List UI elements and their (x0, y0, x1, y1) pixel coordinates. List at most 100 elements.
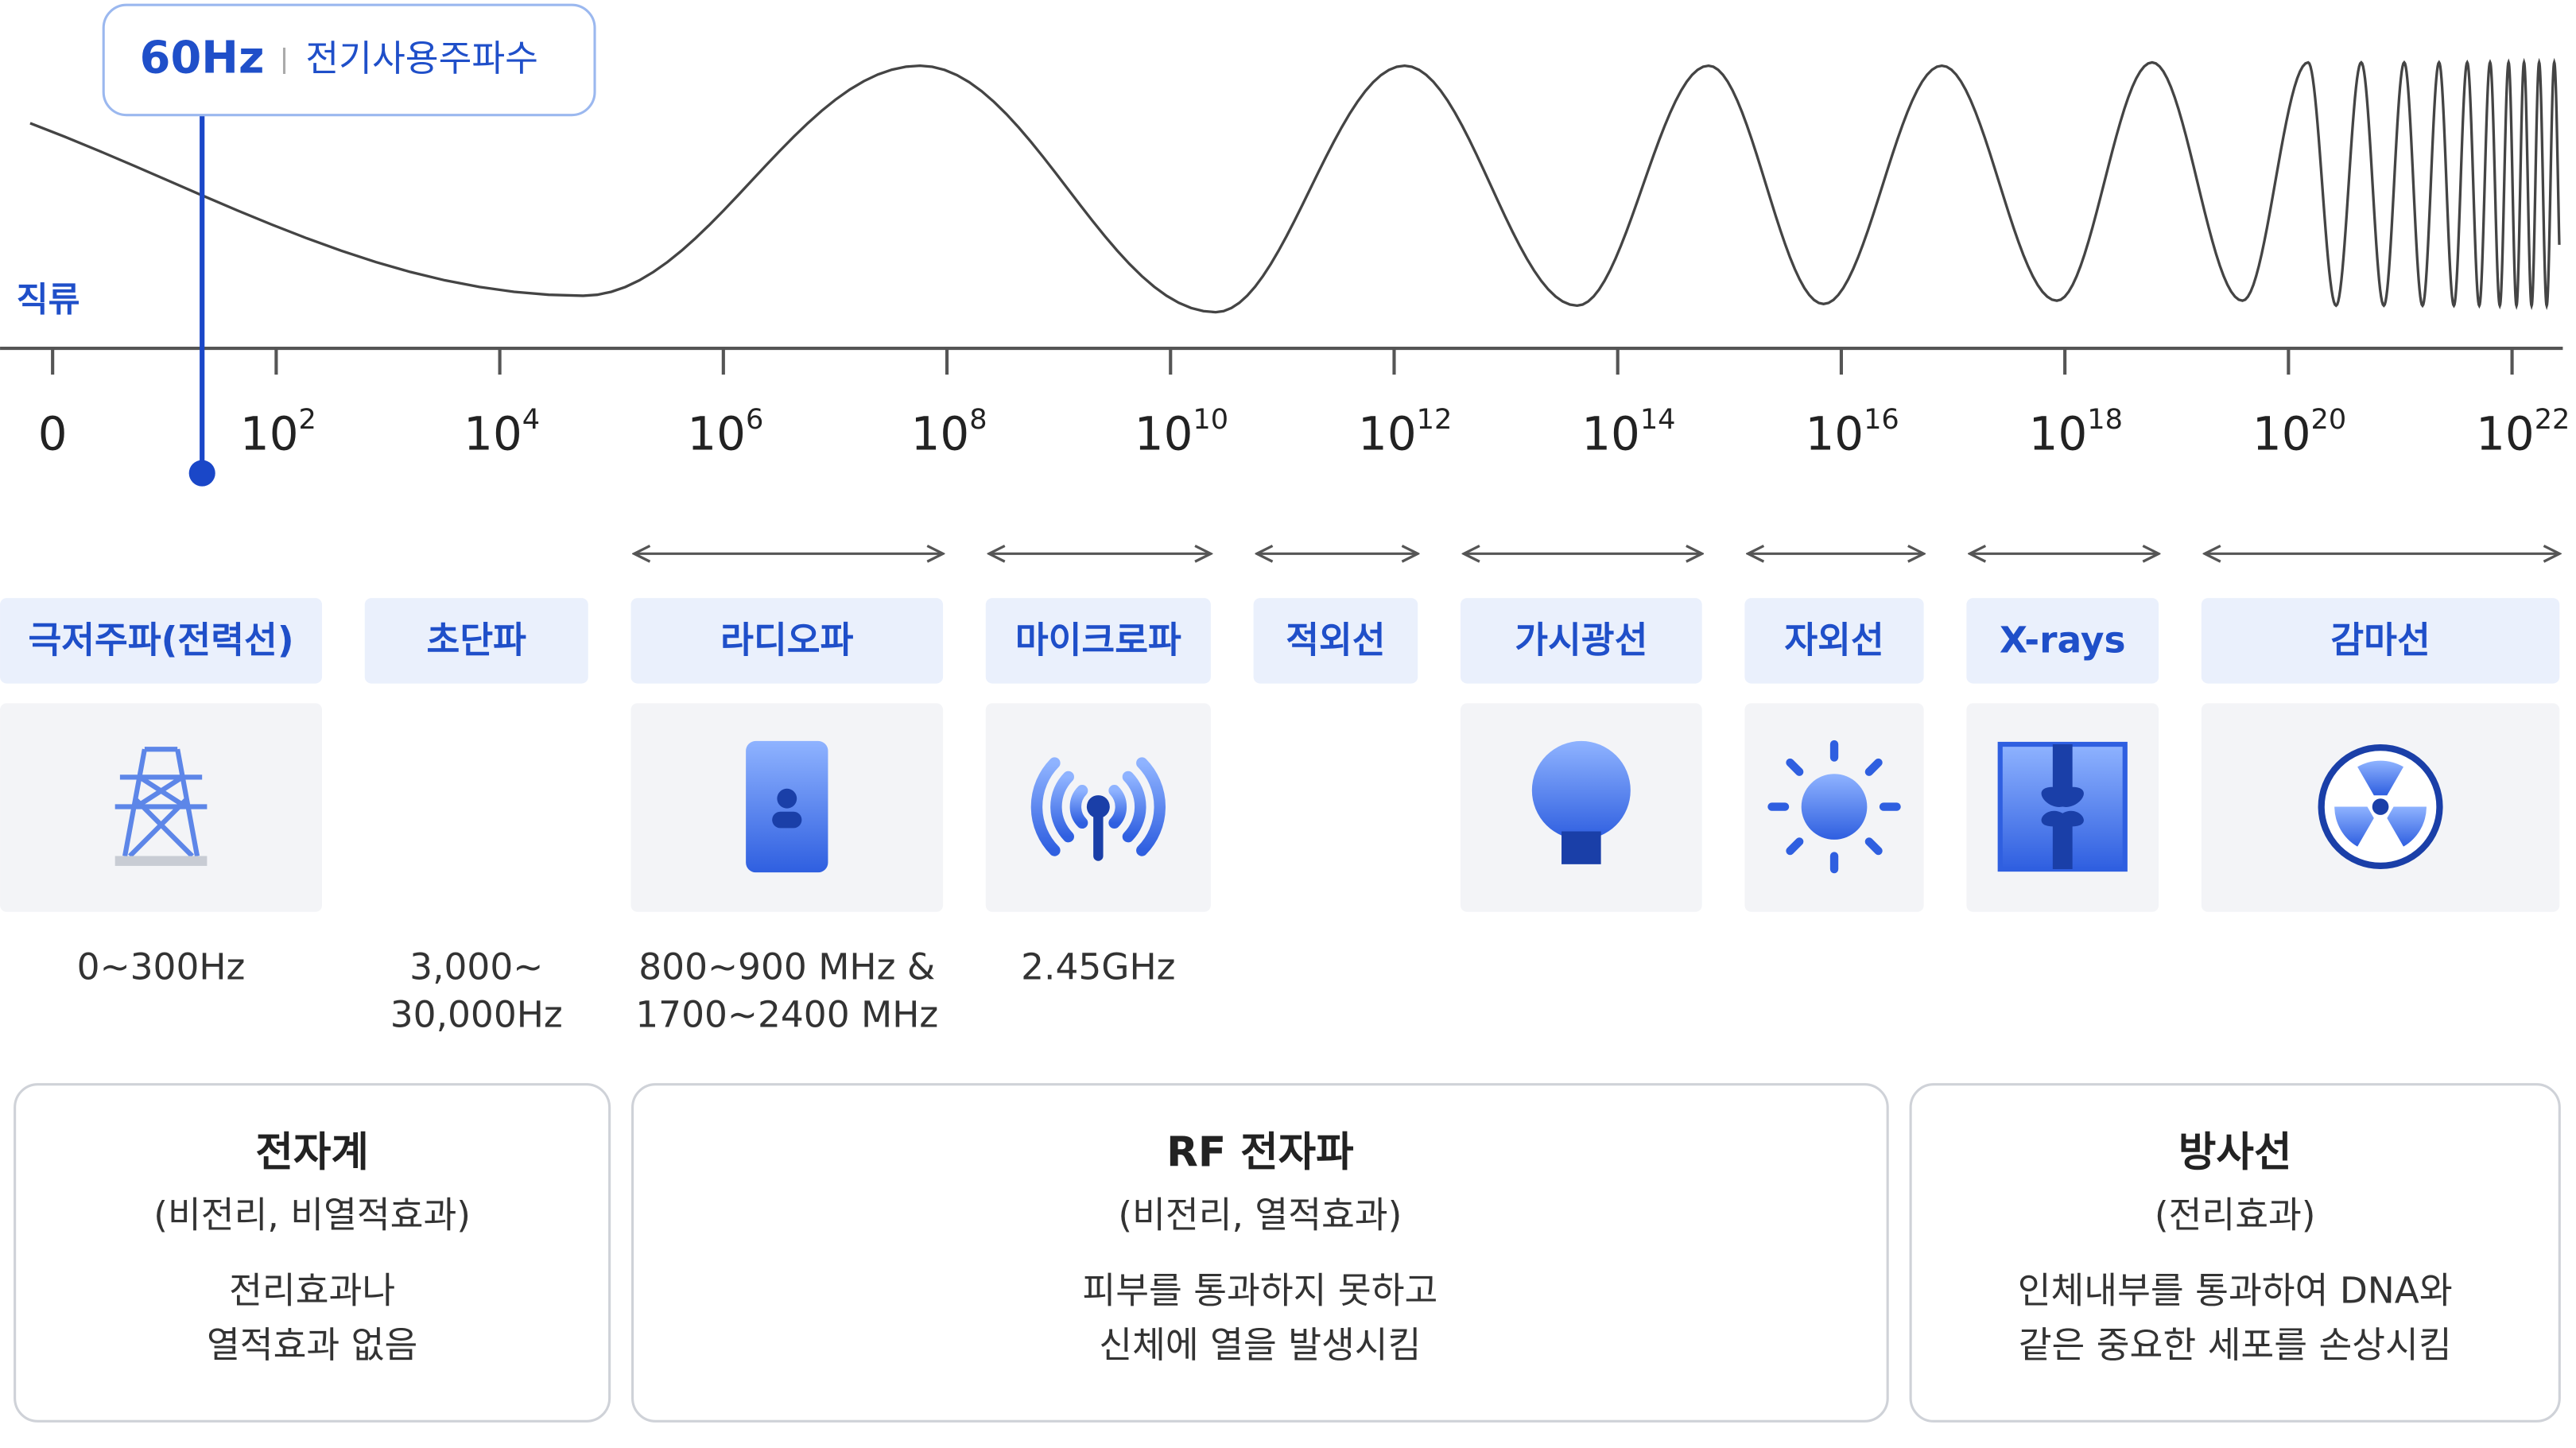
group-title: 전자계 (255, 1129, 369, 1177)
tick-label: 1018 (2029, 403, 2123, 461)
tick-exponent: 12 (1417, 403, 1453, 436)
group-subtitle: (비전리, 비열적효과) (153, 1194, 471, 1236)
band: 감마선 (2201, 553, 2560, 912)
band-name: 극저주파(전력선) (28, 619, 293, 661)
tick-base: 10 (911, 407, 970, 461)
band-range: 2.45GHz (1021, 946, 1175, 988)
band-name: 감마선 (2330, 619, 2430, 661)
icon-radiation-blade (2387, 806, 2427, 847)
band-name: 자외선 (1784, 619, 1884, 661)
icon-ray (1786, 758, 1804, 776)
icon-person-body (772, 811, 802, 829)
callout-dot (188, 460, 215, 487)
tick-label: 1022 (2476, 403, 2570, 461)
band-range: 1700~2400 MHz (635, 994, 938, 1036)
band: 극저주파(전력선) 0~300Hz (0, 598, 323, 988)
icon-wave (1069, 785, 1127, 829)
icon-bone (2041, 744, 2084, 870)
tick-label: 0 (38, 407, 68, 461)
band: 마이크로파 2.45GHz (985, 553, 1211, 988)
icon-bulb (1531, 740, 1631, 840)
icon-bulb-base (1562, 831, 1601, 864)
tick-label: 108 (911, 403, 987, 461)
group-description: 피부를 통과하지 못하고 (1082, 1270, 1437, 1312)
tick-label: 1014 (1581, 403, 1675, 461)
icon-ray (1864, 837, 1883, 856)
band: 초단파 3,000~ 30,000Hz (364, 598, 588, 1036)
band-name: 라디오파 (720, 619, 853, 661)
tick-base: 10 (1358, 407, 1417, 461)
band-label-box (985, 598, 1211, 684)
band: 적외선 (1253, 553, 1418, 684)
band: 라디오파 800~900 MHz & 1700~2400 MHz (630, 553, 943, 1036)
tick-label: 1020 (2252, 403, 2346, 461)
tick-exponent: 22 (2535, 403, 2570, 436)
group-box (631, 1083, 1889, 1423)
tick-base: 10 (2252, 407, 2311, 461)
callout-box (102, 3, 596, 117)
tick-base: 10 (687, 407, 746, 461)
band: 자외선 (1744, 553, 1924, 912)
tick-base: 10 (2476, 407, 2535, 461)
dc-label: 직류 (17, 281, 80, 320)
tick-label: 106 (687, 403, 763, 461)
tick-exponent: 4 (522, 403, 540, 436)
tick-exponent: 18 (2087, 403, 2123, 436)
tick-base: 10 (2029, 407, 2088, 461)
band-range: 800~900 MHz & (638, 946, 935, 988)
tick-exponent: 8 (969, 403, 987, 436)
icon-wave (1030, 757, 1166, 856)
icon-radiation-blade (2334, 806, 2374, 847)
callout-label: 전기사용주파수 (305, 37, 538, 80)
tick-exponent: 14 (1640, 403, 1676, 436)
group-description: 같은 중요한 세포를 손상시킴 (2019, 1324, 2452, 1366)
group-description: 열적효과 없음 (207, 1324, 417, 1366)
group-description: 인체내부를 통과하여 DNA와 (2018, 1270, 2453, 1312)
tick-base: 10 (240, 407, 299, 461)
group-subtitle: (전리효과) (2155, 1194, 2316, 1236)
band-label-box (1253, 598, 1418, 684)
tick-exponent: 10 (1193, 403, 1228, 436)
band-label-box (364, 598, 588, 684)
band-range: 0~300Hz (77, 946, 246, 988)
band-name: 마이크로파 (1015, 619, 1181, 661)
band-range: 30,000Hz (390, 994, 563, 1036)
icon-person (777, 788, 797, 809)
tick-exponent: 2 (299, 403, 316, 436)
icon-tower (114, 747, 208, 858)
band-name: X-rays (2000, 619, 2126, 661)
band-label-box (1744, 598, 1924, 684)
icon-base (114, 856, 208, 866)
group-title: 방사선 (2178, 1129, 2292, 1177)
group-description: 전리효과나 (229, 1270, 395, 1312)
icon-radiation-blade (2357, 760, 2403, 796)
tick-base: 10 (464, 407, 522, 461)
band-name: 가시광선 (1515, 619, 1647, 661)
group-subtitle: (비전리, 열적효과) (1118, 1194, 1402, 1236)
icon-sun (1801, 774, 1868, 840)
band: 가시광선 (1460, 553, 1702, 912)
band-range: 3,000~ (409, 946, 543, 988)
icon-antenna-top (1086, 795, 1110, 819)
band-name: 적외선 (1286, 619, 1385, 661)
group-title: RF 전자파 (1166, 1129, 1354, 1177)
band-label-box (2201, 598, 2560, 684)
band-label-box (1966, 598, 2159, 684)
band: X-rays (1966, 553, 2159, 912)
tick-label: 1012 (1358, 403, 1452, 461)
callout-frequency: 60Hz (140, 33, 265, 84)
band-label-box (1460, 598, 1702, 684)
band-label-box (0, 598, 323, 684)
band-name: 초단파 (427, 619, 527, 661)
group-box (1909, 1083, 2561, 1423)
group-description: 신체에 열을 발생시킴 (1099, 1324, 1421, 1366)
icon-radiation-core (2372, 798, 2389, 815)
icon-ray (1786, 837, 1804, 856)
tick-label: 1010 (1135, 403, 1228, 461)
wave (29, 57, 2561, 314)
tick-base: 10 (1135, 407, 1193, 461)
